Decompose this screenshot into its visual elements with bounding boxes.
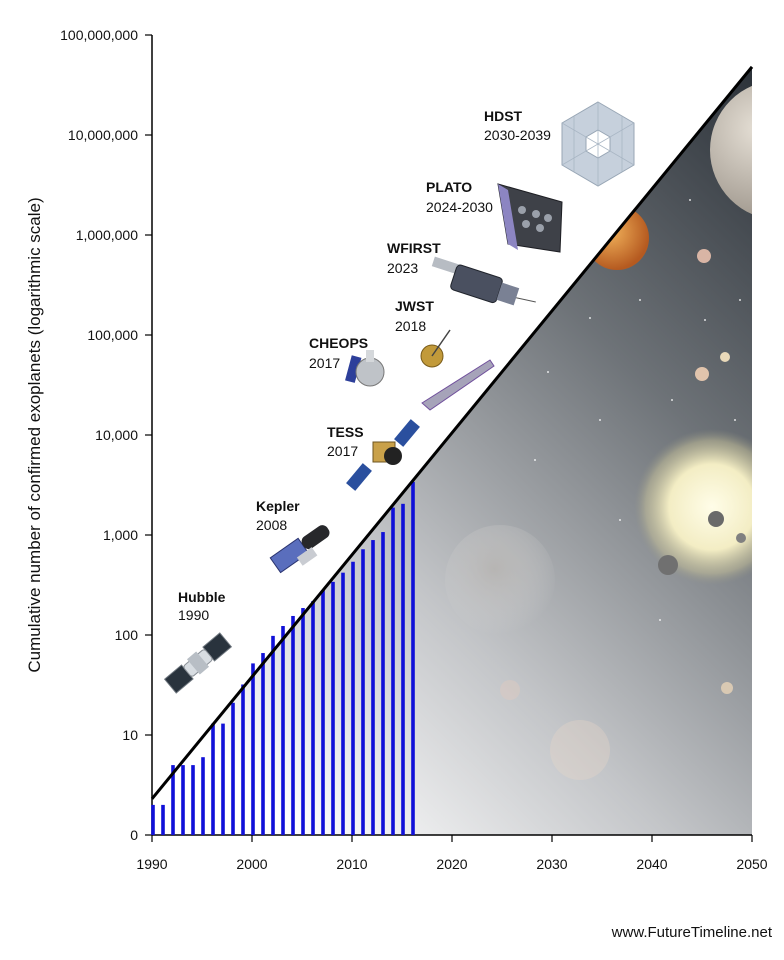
x-axis-ticks: 1990 2000 2010 2020 2030 2040 2050 <box>136 835 768 872</box>
bar-2008 <box>331 581 335 835</box>
bar-2011 <box>361 549 365 835</box>
credit-link[interactable]: www.FutureTimeline.net <box>611 924 773 941</box>
tess-satellite-icon <box>346 419 420 491</box>
bar-1991 <box>161 804 165 835</box>
hdst-telescope-icon <box>561 101 635 187</box>
mission-wfirst-year: 2023 <box>387 260 418 276</box>
bar-1994 <box>191 765 195 835</box>
bar-1996 <box>211 723 215 835</box>
bar-2016 <box>411 481 415 835</box>
bar-2015 <box>401 503 405 835</box>
y-tick-label: 10,000,000 <box>68 127 138 143</box>
mission-tess-name: TESS <box>327 424 364 440</box>
mission-cheops-year: 2017 <box>309 355 340 371</box>
bar-2004 <box>291 615 295 835</box>
mission-cheops-name: CHEOPS <box>309 335 368 351</box>
x-tick-label: 2040 <box>636 856 667 872</box>
x-tick-label: 1990 <box>136 856 167 872</box>
cheops-satellite-icon <box>345 350 385 387</box>
bar-1990 <box>151 804 155 835</box>
y-tick-label: 100,000 <box>87 327 138 343</box>
mission-plato-year: 2024-2030 <box>426 199 493 215</box>
mission-hdst-year: 2030-2039 <box>484 127 551 143</box>
bar-1999 <box>241 684 245 835</box>
x-tick-label: 2020 <box>436 856 467 872</box>
large-pale-planet-icon <box>710 80 752 220</box>
bar-2005 <box>301 608 305 835</box>
hubble-telescope-icon <box>163 632 233 694</box>
bar-2002 <box>271 635 275 835</box>
y-tick-label: 100 <box>115 627 139 643</box>
x-tick-label: 2010 <box>336 856 367 872</box>
mission-hdst-name: HDST <box>484 108 523 124</box>
bar-series <box>151 481 415 835</box>
mission-hubble-name: Hubble <box>178 589 226 605</box>
mission-jwst-name: JWST <box>395 298 434 314</box>
bar-2013 <box>381 532 385 835</box>
x-tick-label: 2030 <box>536 856 567 872</box>
x-tick-label: 2000 <box>236 856 267 872</box>
y-tick-label: 1,000 <box>103 527 138 543</box>
star-icon <box>634 429 752 585</box>
y-tick-label: 0 <box>130 827 138 843</box>
mission-kepler-year: 2008 <box>256 517 287 533</box>
small-planet-icon <box>697 249 711 263</box>
bar-2014 <box>391 507 395 835</box>
bar-2003 <box>281 626 285 835</box>
y-axis-ticks: 0 10 100 1,000 10,000 100,000 1,000,000 10,000,… <box>60 27 152 843</box>
wfirst-telescope-icon <box>431 256 536 306</box>
mission-kepler-name: Kepler <box>256 498 300 514</box>
x-tick-label: 2050 <box>736 856 767 872</box>
jwst-telescope-icon <box>420 329 495 411</box>
bar-2001 <box>261 653 265 835</box>
bar-1997 <box>221 723 225 835</box>
y-axis-title: Cumulative number of confirmed exoplanet… <box>25 197 44 672</box>
bar-2012 <box>371 540 375 835</box>
trend-line <box>150 65 754 800</box>
kepler-telescope-icon <box>269 525 330 574</box>
plato-telescope-icon <box>497 183 563 253</box>
mission-wfirst-name: WFIRST <box>387 240 441 256</box>
space-background <box>152 68 752 835</box>
bar-2007 <box>321 590 325 835</box>
bar-1998 <box>231 702 235 835</box>
y-tick-label: 10,000 <box>95 427 138 443</box>
bar-2010 <box>351 561 355 835</box>
bar-1993 <box>181 765 185 835</box>
mission-tess-year: 2017 <box>327 443 358 459</box>
bar-2000 <box>251 663 255 835</box>
mission-jwst-year: 2018 <box>395 318 426 334</box>
mission-hubble-year: 1990 <box>178 607 209 623</box>
bar-2006 <box>311 601 315 835</box>
faint-planet-icon <box>445 525 555 635</box>
mission-plato-name: PLATO <box>426 179 472 195</box>
y-tick-label: 100,000,000 <box>60 27 138 43</box>
bar-1992 <box>171 765 175 835</box>
bar-2009 <box>341 572 345 835</box>
y-tick-label: 10 <box>122 727 138 743</box>
bar-1995 <box>201 757 205 835</box>
y-tick-label: 1,000,000 <box>76 227 138 243</box>
